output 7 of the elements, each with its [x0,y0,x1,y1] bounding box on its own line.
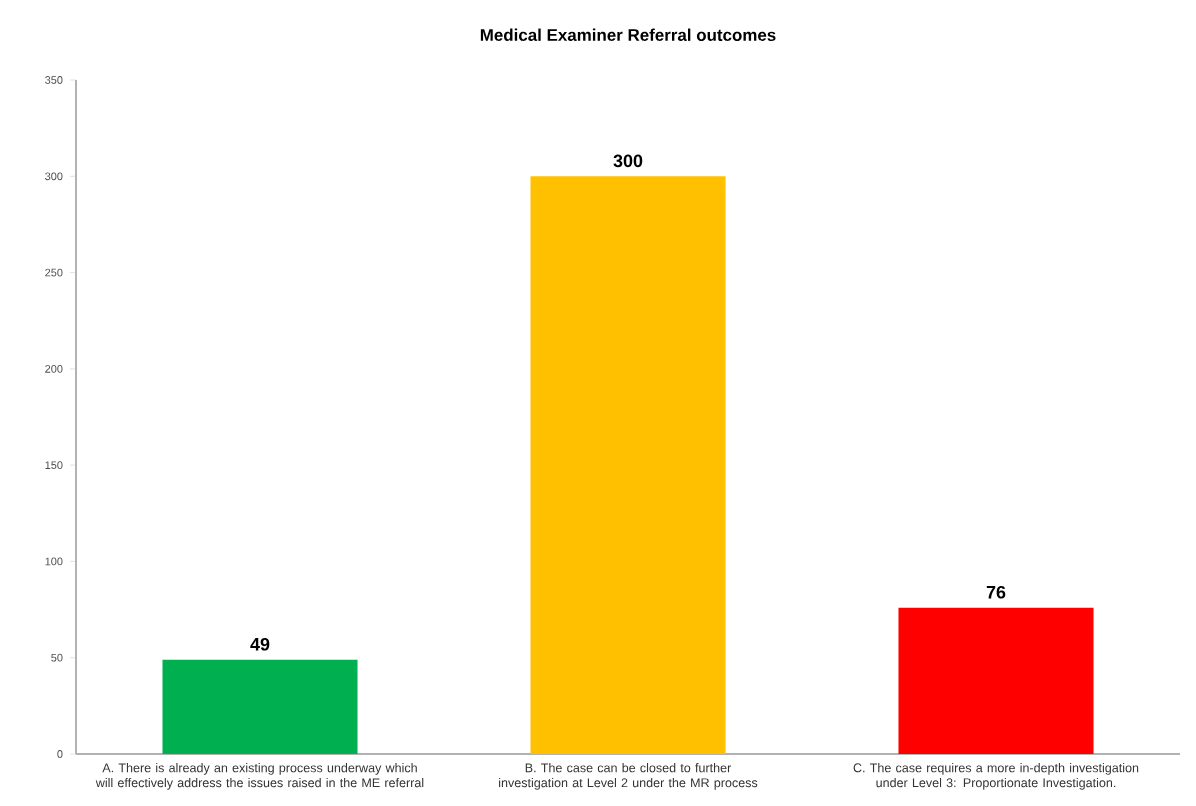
data-label: 76 [986,585,1006,599]
bar [898,607,1094,754]
bar [530,176,726,754]
chart-title: Medical Examiner Referral outcomes [480,28,776,41]
bar [162,659,358,754]
data-label: 49 [250,637,270,651]
data-label: 300 [613,154,643,168]
